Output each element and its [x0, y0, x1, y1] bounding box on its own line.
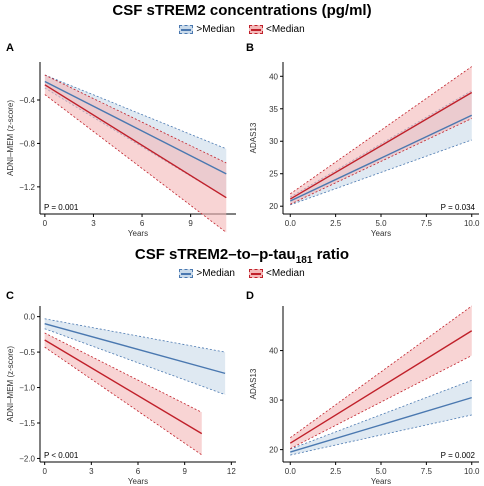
x-tick-label-d: 10.0 — [464, 467, 480, 476]
y-tick-label-c: −0.5 — [19, 348, 35, 357]
ci-upper-a-0 — [44, 74, 227, 150]
x-tick-label-b: 5.0 — [375, 219, 387, 228]
legend-label-above-2: >Median — [196, 268, 235, 279]
panel-letter-c: C — [6, 290, 14, 302]
y-tick-label-a: −1.2 — [19, 183, 35, 192]
series-line-d-0 — [290, 396, 472, 453]
ci-band-b-1 — [290, 66, 472, 205]
legend-swatch-above-2 — [179, 269, 194, 278]
ci-band-c-0 — [44, 318, 226, 395]
legend-top: >Median <Median — [0, 24, 484, 35]
x-tick-label-a: 3 — [91, 219, 96, 228]
y-tick-label-b: 30 — [269, 137, 278, 146]
series-line-c-1 — [44, 339, 203, 435]
ci-lower-b-0 — [290, 139, 472, 206]
ci-upper-b-1 — [290, 66, 472, 195]
x-tick-label-b: 2.5 — [330, 219, 342, 228]
y-tick-label-c: −2.0 — [19, 454, 35, 463]
ratio-title-end: ratio — [312, 246, 350, 263]
y-tick-label-b: 35 — [269, 105, 278, 114]
ci-lower-d-0 — [290, 414, 472, 456]
series-line-b-0 — [289, 114, 473, 202]
legend-item-above-median: >Median — [179, 24, 235, 35]
x-axis-label-d: Years — [371, 477, 391, 486]
x-axis-label-b: Years — [371, 229, 391, 238]
y-tick-label-b: 25 — [269, 170, 278, 179]
series-line-c-0 — [44, 323, 226, 375]
legend-swatch-above — [179, 25, 194, 34]
ci-upper-c-0 — [44, 318, 226, 353]
y-tick-label-c: −1.0 — [19, 384, 35, 393]
y-tick-label-d: 40 — [269, 347, 278, 356]
y-tick-label-b: 20 — [269, 202, 278, 211]
y-tick-label-a: −0.8 — [19, 139, 35, 148]
x-tick-label-b: 0.0 — [285, 219, 297, 228]
ci-lower-a-1 — [44, 94, 227, 233]
x-tick-label-b: 7.5 — [421, 219, 433, 228]
p-value-annotation-d: P = 0.002 — [441, 451, 476, 460]
y-axis-label-b: ADAS13 — [249, 122, 258, 153]
legend-item-below-median-2: <Median — [249, 268, 305, 279]
x-tick-label-a: 9 — [188, 219, 193, 228]
ci-upper-c-1 — [44, 332, 202, 413]
y-tick-label-d: 30 — [269, 396, 278, 405]
p-value-annotation-a: P = 0.001 — [44, 203, 79, 212]
y-axis-label-a: ADNI–MEM (z-score) — [6, 100, 15, 176]
x-tick-label-b: 10.0 — [464, 219, 480, 228]
legend-bottom: >Median <Median — [0, 268, 484, 279]
p-value-annotation-b: P = 0.034 — [441, 203, 476, 212]
series-line-a-1 — [44, 84, 227, 199]
ci-band-d-0 — [290, 380, 472, 456]
y-tick-label-d: 20 — [269, 446, 278, 455]
panel-letter-a: A — [6, 42, 14, 54]
x-tick-label-c: 12 — [227, 467, 236, 476]
ci-lower-d-1 — [290, 355, 472, 449]
legend-label-below-2: <Median — [266, 268, 305, 279]
series-line-a-0 — [44, 80, 227, 175]
x-tick-label-d: 2.5 — [330, 467, 342, 476]
ci-lower-b-1 — [290, 118, 472, 205]
x-axis-label-a: Years — [128, 229, 148, 238]
ci-lower-c-0 — [44, 328, 226, 396]
legend-swatch-below-2 — [249, 269, 263, 278]
ci-band-d-1 — [290, 306, 472, 449]
legend-label-above: >Median — [196, 24, 235, 35]
x-tick-label-d: 0.0 — [285, 467, 297, 476]
x-tick-label-c: 9 — [182, 467, 187, 476]
legend-label-below: <Median — [266, 24, 305, 35]
ci-upper-d-0 — [290, 379, 472, 450]
y-tick-label-a: −0.4 — [19, 96, 35, 105]
y-tick-label-c: 0.0 — [24, 313, 36, 322]
p-value-annotation-c: P < 0.001 — [44, 451, 79, 460]
x-axis-label-c: Years — [128, 477, 148, 486]
ratio-title-main: CSF sTREM2–to–p-tau — [134, 246, 296, 263]
ci-upper-a-1 — [44, 74, 227, 164]
legend-swatch-below — [249, 25, 263, 34]
ratio-title-sub: 181 — [295, 255, 313, 266]
y-tick-label-c: −1.5 — [19, 419, 35, 428]
panel-letter-d: D — [246, 290, 254, 302]
legend-item-above-median-2: >Median — [179, 268, 235, 279]
x-tick-label-d: 5.0 — [375, 467, 387, 476]
y-tick-label-b: 40 — [269, 72, 278, 81]
ci-band-a-1 — [44, 75, 227, 233]
y-axis-label-d: ADAS13 — [249, 368, 258, 399]
series-line-d-1 — [289, 330, 473, 444]
legend-item-below-median: <Median — [249, 24, 305, 35]
section-title-concentrations: CSF sTREM2 concentrations (pg/ml) — [112, 2, 372, 19]
x-tick-label-c: 3 — [89, 467, 94, 476]
x-tick-label-d: 7.5 — [421, 467, 433, 476]
x-tick-label-c: 6 — [136, 467, 141, 476]
y-axis-label-c: ADNI–MEM (z-score) — [6, 346, 15, 422]
series-line-b-1 — [289, 91, 473, 200]
x-tick-label-a: 6 — [140, 219, 145, 228]
x-tick-label-a: 0 — [43, 219, 48, 228]
ci-upper-d-1 — [290, 305, 472, 439]
x-tick-label-c: 0 — [42, 467, 47, 476]
section-title-ratio: CSF sTREM2–to–p-tau181 ratio — [0, 246, 484, 266]
panel-letter-b: B — [246, 42, 254, 54]
